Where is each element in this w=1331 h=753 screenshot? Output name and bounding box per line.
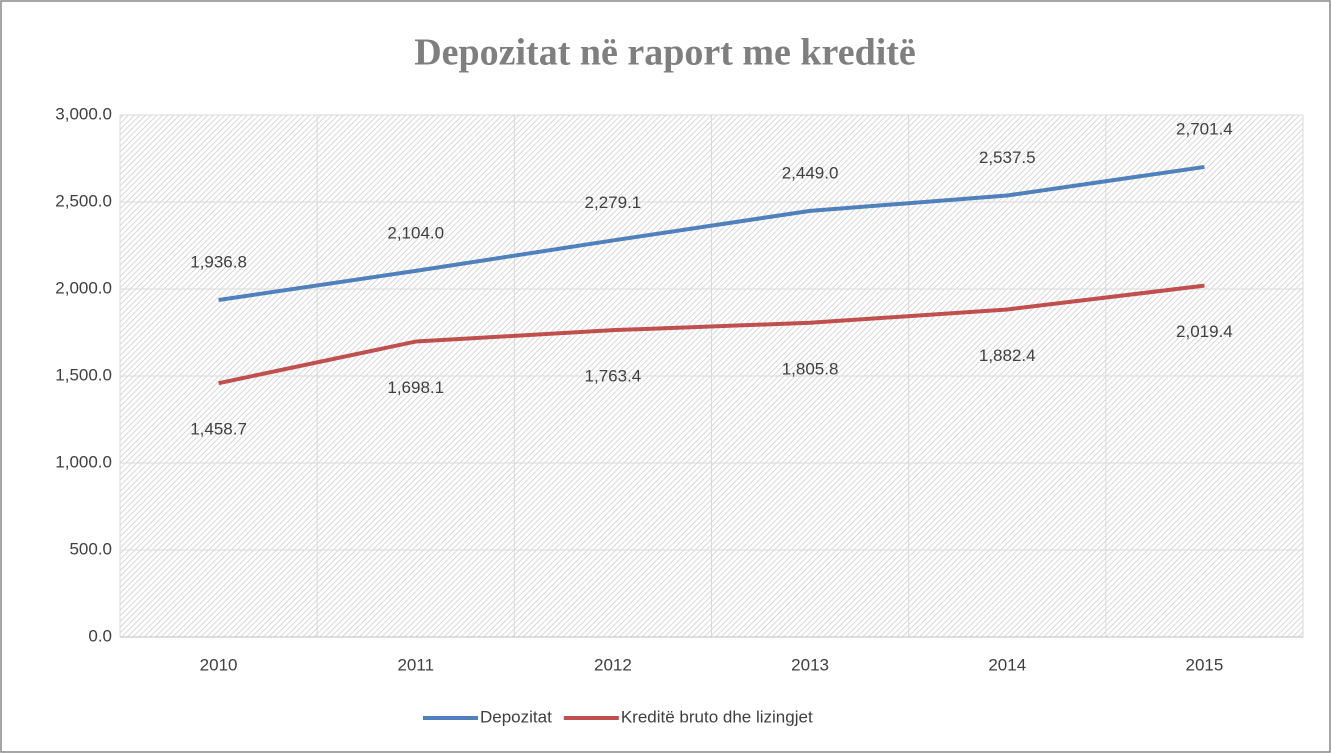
data-label: 1,805.8 (782, 359, 839, 378)
data-label: 1,458.7 (190, 420, 247, 439)
x-tick-label: 2013 (791, 655, 829, 674)
data-label: 2,104.0 (387, 223, 444, 242)
data-label: 2,019.4 (1176, 322, 1233, 341)
chart-title: Depozitat në raport me kreditë (414, 32, 916, 74)
legend-label: Depozitat (480, 707, 552, 726)
x-tick-label: 2011 (397, 655, 434, 674)
data-label: 2,449.0 (782, 163, 839, 182)
x-tick-label: 2010 (200, 655, 238, 674)
x-tick-label: 2015 (1186, 655, 1224, 674)
series-line (218, 283, 1205, 386)
y-tick-label: 3,000.0 (55, 104, 112, 123)
x-tick-label: 2014 (988, 655, 1026, 674)
data-label: 1,763.4 (585, 367, 642, 386)
y-tick-label: 2,000.0 (55, 278, 112, 297)
series-line (218, 164, 1205, 302)
x-tick-label: 2012 (594, 655, 632, 674)
y-tick-label: 500.0 (69, 539, 112, 558)
data-label: 1,936.8 (190, 252, 247, 271)
data-label: 1,882.4 (979, 346, 1036, 365)
data-label: 2,701.4 (1176, 119, 1233, 138)
data-label: 2,279.1 (585, 193, 642, 212)
y-tick-label: 1,000.0 (55, 452, 112, 471)
y-tick-label: 2,500.0 (55, 191, 112, 210)
y-tick-label: 1,500.0 (55, 365, 112, 384)
data-label: 2,537.5 (979, 148, 1036, 167)
data-label: 1,698.1 (387, 378, 444, 397)
legend-label: Kreditë bruto dhe lizingjet (621, 707, 813, 726)
y-tick-label: 0.0 (88, 626, 112, 645)
